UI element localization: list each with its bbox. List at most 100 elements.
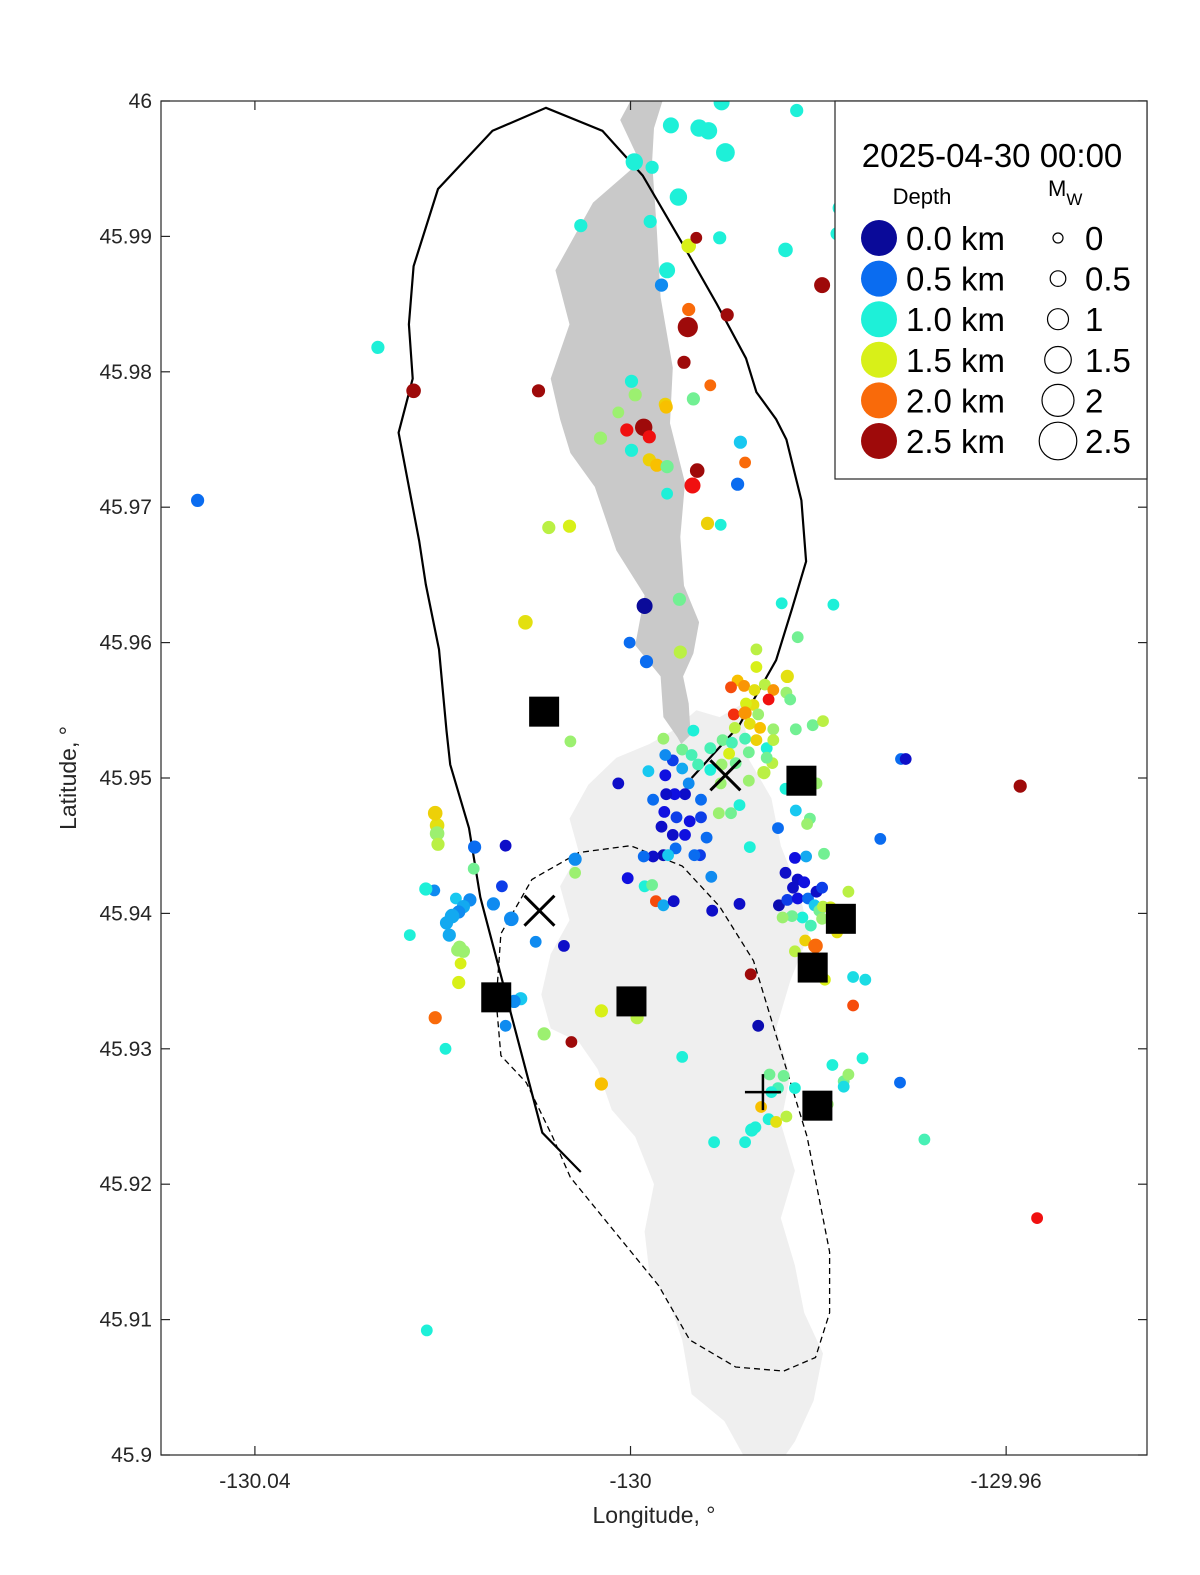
event-point (752, 1019, 765, 1032)
event-point (752, 708, 765, 721)
legend-mag-swatch (1052, 232, 1064, 244)
event-point (668, 788, 681, 801)
event-point (429, 826, 445, 841)
instrument-plus (744, 1074, 781, 1111)
event-point (191, 493, 205, 507)
event-point (624, 374, 639, 388)
event-point (772, 822, 784, 834)
event-point (660, 460, 674, 474)
y-axis-label: Latitude, ° (55, 726, 81, 830)
map-layer (191, 101, 1043, 1455)
legend-mag-swatch (1046, 308, 1070, 331)
event-point (775, 597, 788, 610)
event-point (773, 899, 785, 912)
event-point (442, 928, 456, 942)
event-point (612, 406, 625, 419)
event-point (763, 1068, 776, 1081)
event-point (780, 669, 794, 684)
event-point (670, 811, 683, 824)
instrument-square (481, 982, 512, 1013)
event-point (564, 735, 577, 748)
event-point (739, 732, 751, 745)
event-point (452, 975, 466, 990)
event-point (486, 897, 500, 911)
event-point (789, 804, 802, 817)
legend-title: 2025-04-30 00:00 (862, 137, 1123, 174)
event-point (814, 277, 831, 294)
event-point (754, 722, 766, 734)
lava-flow-older (541, 703, 823, 1455)
y-tick-label: 45.96 (99, 632, 152, 655)
event-point (738, 680, 750, 692)
event-point (690, 231, 703, 244)
event-point (791, 631, 804, 644)
event-point (676, 1051, 689, 1063)
y-tick-label: 45.98 (99, 361, 152, 384)
event-point (624, 443, 639, 457)
event-point (739, 1136, 751, 1149)
event-point (686, 392, 701, 406)
event-point (787, 881, 799, 894)
event-point (636, 598, 653, 614)
legend-depth-label: 2.5 km (906, 423, 1005, 460)
y-tick-label: 45.99 (99, 225, 152, 248)
event-point (695, 793, 707, 806)
event-point (799, 934, 812, 947)
event-point (468, 840, 482, 854)
event-point (806, 719, 819, 732)
event-point (654, 278, 669, 292)
y-tick-label: 45.93 (99, 1038, 152, 1061)
event-point (767, 723, 780, 736)
event-point (682, 777, 695, 790)
event-point (727, 708, 740, 721)
event-point (451, 943, 465, 957)
event-point (728, 722, 741, 734)
event-point (779, 866, 792, 879)
instrument-square (616, 986, 647, 1017)
legend-mag-label: 0.5 (1085, 261, 1131, 298)
event-point (789, 723, 802, 736)
event-point (642, 430, 656, 444)
event-point (700, 516, 715, 531)
legend-rows: 0.0 km 0.5 km1.0 km 1.5 km2.0 km 2.5 km 0 0.5… (861, 220, 1131, 461)
event-point (700, 831, 713, 844)
event-point (642, 765, 655, 778)
event-point (643, 214, 657, 229)
map-clipped (191, 101, 1043, 1455)
y-tick-label: 45.92 (99, 1173, 152, 1196)
event-point (612, 777, 625, 790)
event-point (499, 1019, 512, 1032)
event-point (748, 684, 761, 696)
event-point (531, 384, 546, 398)
event-point (542, 520, 556, 535)
legend-mag-swatch (1049, 270, 1067, 288)
event-point (712, 807, 725, 820)
event-point (740, 697, 752, 710)
legend-mag-label: 0 (1085, 220, 1103, 257)
event-point (679, 788, 691, 801)
event-point (790, 103, 804, 118)
y-tick-label: 45.9 (111, 1444, 152, 1467)
y-tick-label: 45.94 (99, 902, 152, 925)
event-point (645, 160, 659, 174)
event-point (705, 870, 718, 883)
event-point (439, 1042, 452, 1055)
legend-mag-header-main: M (1048, 176, 1066, 201)
event-point (699, 122, 718, 140)
event-point (682, 302, 696, 317)
event-point (673, 645, 687, 659)
event-point (518, 615, 533, 630)
event-point (760, 742, 773, 755)
event-point (816, 912, 828, 925)
event-point (621, 872, 634, 885)
legend-mag-label: 1 (1085, 301, 1103, 338)
event-point (758, 678, 771, 691)
x-tick-label: -129.96 (971, 1470, 1042, 1493)
y-tick-label: 45.95 (99, 767, 152, 790)
event-point (733, 435, 748, 449)
event-point (791, 892, 804, 905)
instrument-cross (523, 894, 556, 927)
event-point (918, 1133, 931, 1146)
